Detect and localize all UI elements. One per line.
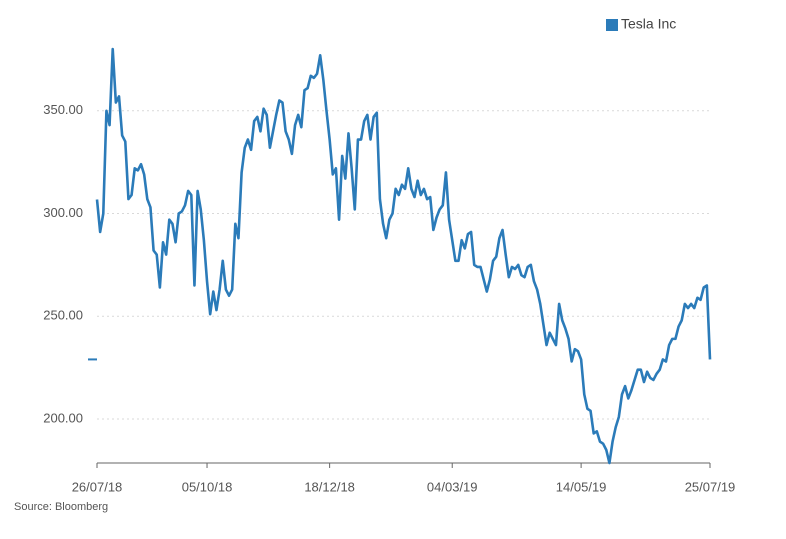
x-tick-label: 26/07/18 xyxy=(72,479,123,494)
source-note: Source: Bloomberg xyxy=(14,501,108,513)
y-tick-label: 300.00 xyxy=(43,205,83,220)
x-tick-label: 04/03/19 xyxy=(427,479,478,494)
legend-swatch xyxy=(606,19,618,31)
x-tick-label: 05/10/18 xyxy=(182,479,233,494)
y-tick-label: 200.00 xyxy=(43,410,83,425)
x-tick-label: 18/12/18 xyxy=(304,479,355,494)
x-tick-label: 25/07/19 xyxy=(685,479,736,494)
y-tick-label: 250.00 xyxy=(43,308,83,323)
y-tick-label: 350.00 xyxy=(43,102,83,117)
price-line xyxy=(95,47,712,465)
legend-label: Tesla Inc xyxy=(621,16,676,32)
x-tick-label: 14/05/19 xyxy=(556,479,607,494)
